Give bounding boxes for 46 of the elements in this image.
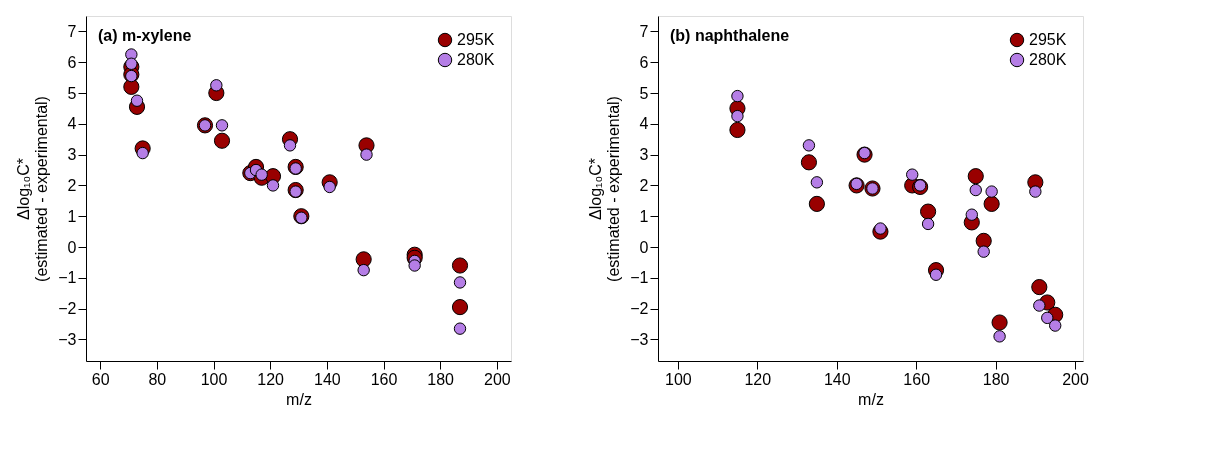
x-tick-label: 60	[91, 370, 110, 388]
x-tick-label: 100	[665, 370, 692, 388]
x-tick-label: 160	[370, 370, 398, 388]
x-tick-label: 200	[483, 370, 511, 388]
y-tick-label: 7	[639, 22, 649, 40]
x-tick-label: 200	[1062, 370, 1089, 388]
y-tick-label: 3	[639, 146, 649, 164]
annotation: (a) m-xylene	[98, 27, 192, 44]
x-tick-label: 180	[427, 370, 455, 388]
y-tick-label: 2	[67, 176, 77, 194]
y-tick-label: 5	[639, 84, 649, 102]
x-tick-label: 120	[257, 370, 285, 388]
y-tick-label: 2	[639, 176, 649, 194]
x-axis-title: m/z	[858, 390, 884, 408]
legend-label: 295K	[1029, 31, 1067, 48]
y-tick-label: 3	[67, 146, 77, 164]
y-tick-label: 7	[67, 22, 77, 40]
y-tick-label: 6	[639, 53, 649, 71]
x-axis-title: m/z	[286, 390, 312, 408]
y-tick-label: 6	[67, 53, 77, 71]
y-axis-title: Δlog₁₀C* (estimated - experimental)	[587, 96, 623, 282]
y-tick-label: −3	[630, 330, 649, 348]
x-tick-label: 100	[200, 370, 228, 388]
y-axis-title: Δlog₁₀C* (estimated - experimental)	[15, 96, 51, 282]
y-tick-label: −2	[630, 300, 649, 318]
annotation: (b) naphthalene	[670, 27, 790, 44]
y-tick-label: 4	[639, 115, 649, 133]
y-tick-label: −1	[630, 269, 649, 287]
y-tick-label: 1	[67, 207, 77, 225]
legend-label: 280K	[457, 51, 495, 68]
y-tick-label: −3	[58, 330, 77, 348]
y-tick-label: 0	[639, 238, 649, 256]
y-tick-label: 5	[67, 84, 77, 102]
legend-label: 295K	[457, 31, 495, 48]
x-tick-label: 140	[823, 370, 851, 388]
legend-label: 280K	[1029, 51, 1067, 68]
y-tick-label: −2	[58, 300, 77, 318]
y-tick-label: 1	[639, 207, 649, 225]
y-tick-label: 4	[67, 115, 77, 133]
x-tick-label: 180	[982, 370, 1010, 388]
y-tick-label: −1	[58, 269, 77, 287]
x-tick-label: 140	[313, 370, 341, 388]
y-tick-label: 0	[67, 238, 77, 256]
x-tick-label: 120	[744, 370, 772, 388]
x-tick-label: 160	[903, 370, 931, 388]
x-tick-label: 80	[148, 370, 167, 388]
